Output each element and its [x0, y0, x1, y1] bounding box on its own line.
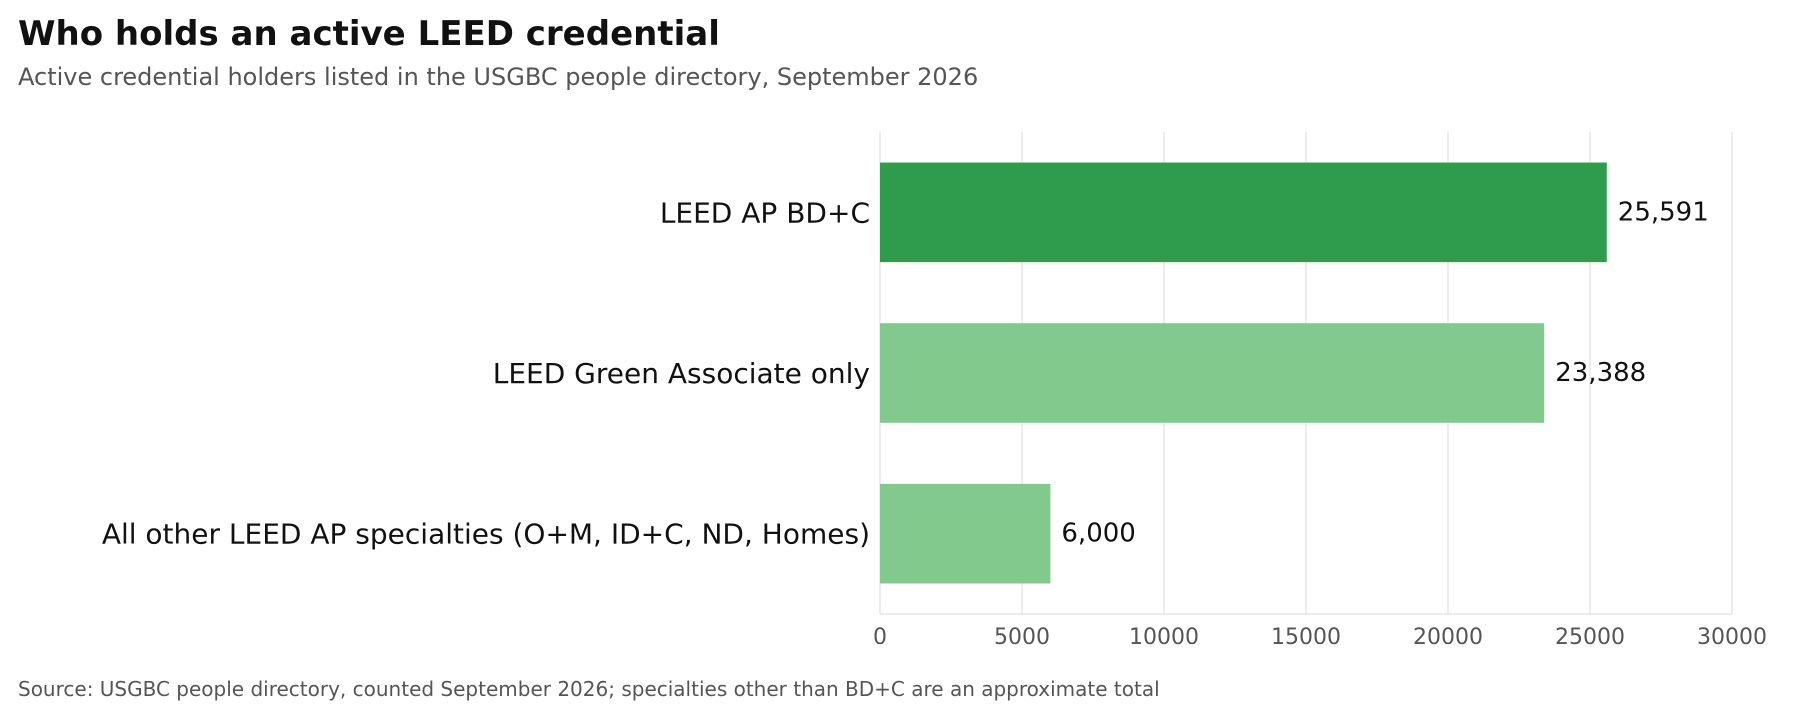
- value-label-1: 23,388: [1555, 358, 1646, 388]
- category-label-1: LEED Green Associate only: [493, 357, 870, 390]
- x-axis-ticks: 0 5000 10000 15000 20000 25000 30000: [873, 625, 1767, 650]
- value-labels: 25,591 23,388 6,000: [1061, 197, 1708, 548]
- x-tick-label-3: 15000: [1271, 625, 1341, 650]
- x-tick-label-1: 5000: [994, 625, 1050, 650]
- x-tick-label-6: 30000: [1697, 625, 1767, 650]
- chart-title: Who holds an active LEED credential: [18, 14, 720, 54]
- value-label-0: 25,591: [1618, 197, 1709, 227]
- x-tick-label-4: 20000: [1413, 625, 1483, 650]
- bar-0: [880, 162, 1607, 263]
- chart-source-note: Source: USGBC people directory, counted …: [18, 677, 1160, 701]
- value-label-2: 6,000: [1061, 519, 1135, 549]
- x-tick-label-5: 25000: [1555, 625, 1625, 650]
- bar-1: [880, 323, 1545, 423]
- category-labels: LEED AP BD+C LEED Green Associate only All…: [102, 196, 870, 550]
- x-tick-label-0: 0: [873, 625, 887, 650]
- x-tick-label-2: 10000: [1129, 625, 1199, 650]
- category-label-0: LEED AP BD+C: [660, 196, 870, 229]
- chart-subtitle: Active credential holders listed in the …: [18, 63, 979, 91]
- bars: [880, 162, 1607, 584]
- bar-2: [880, 483, 1051, 584]
- category-label-2: All other LEED AP specialties (O+M, ID+C…: [102, 518, 870, 551]
